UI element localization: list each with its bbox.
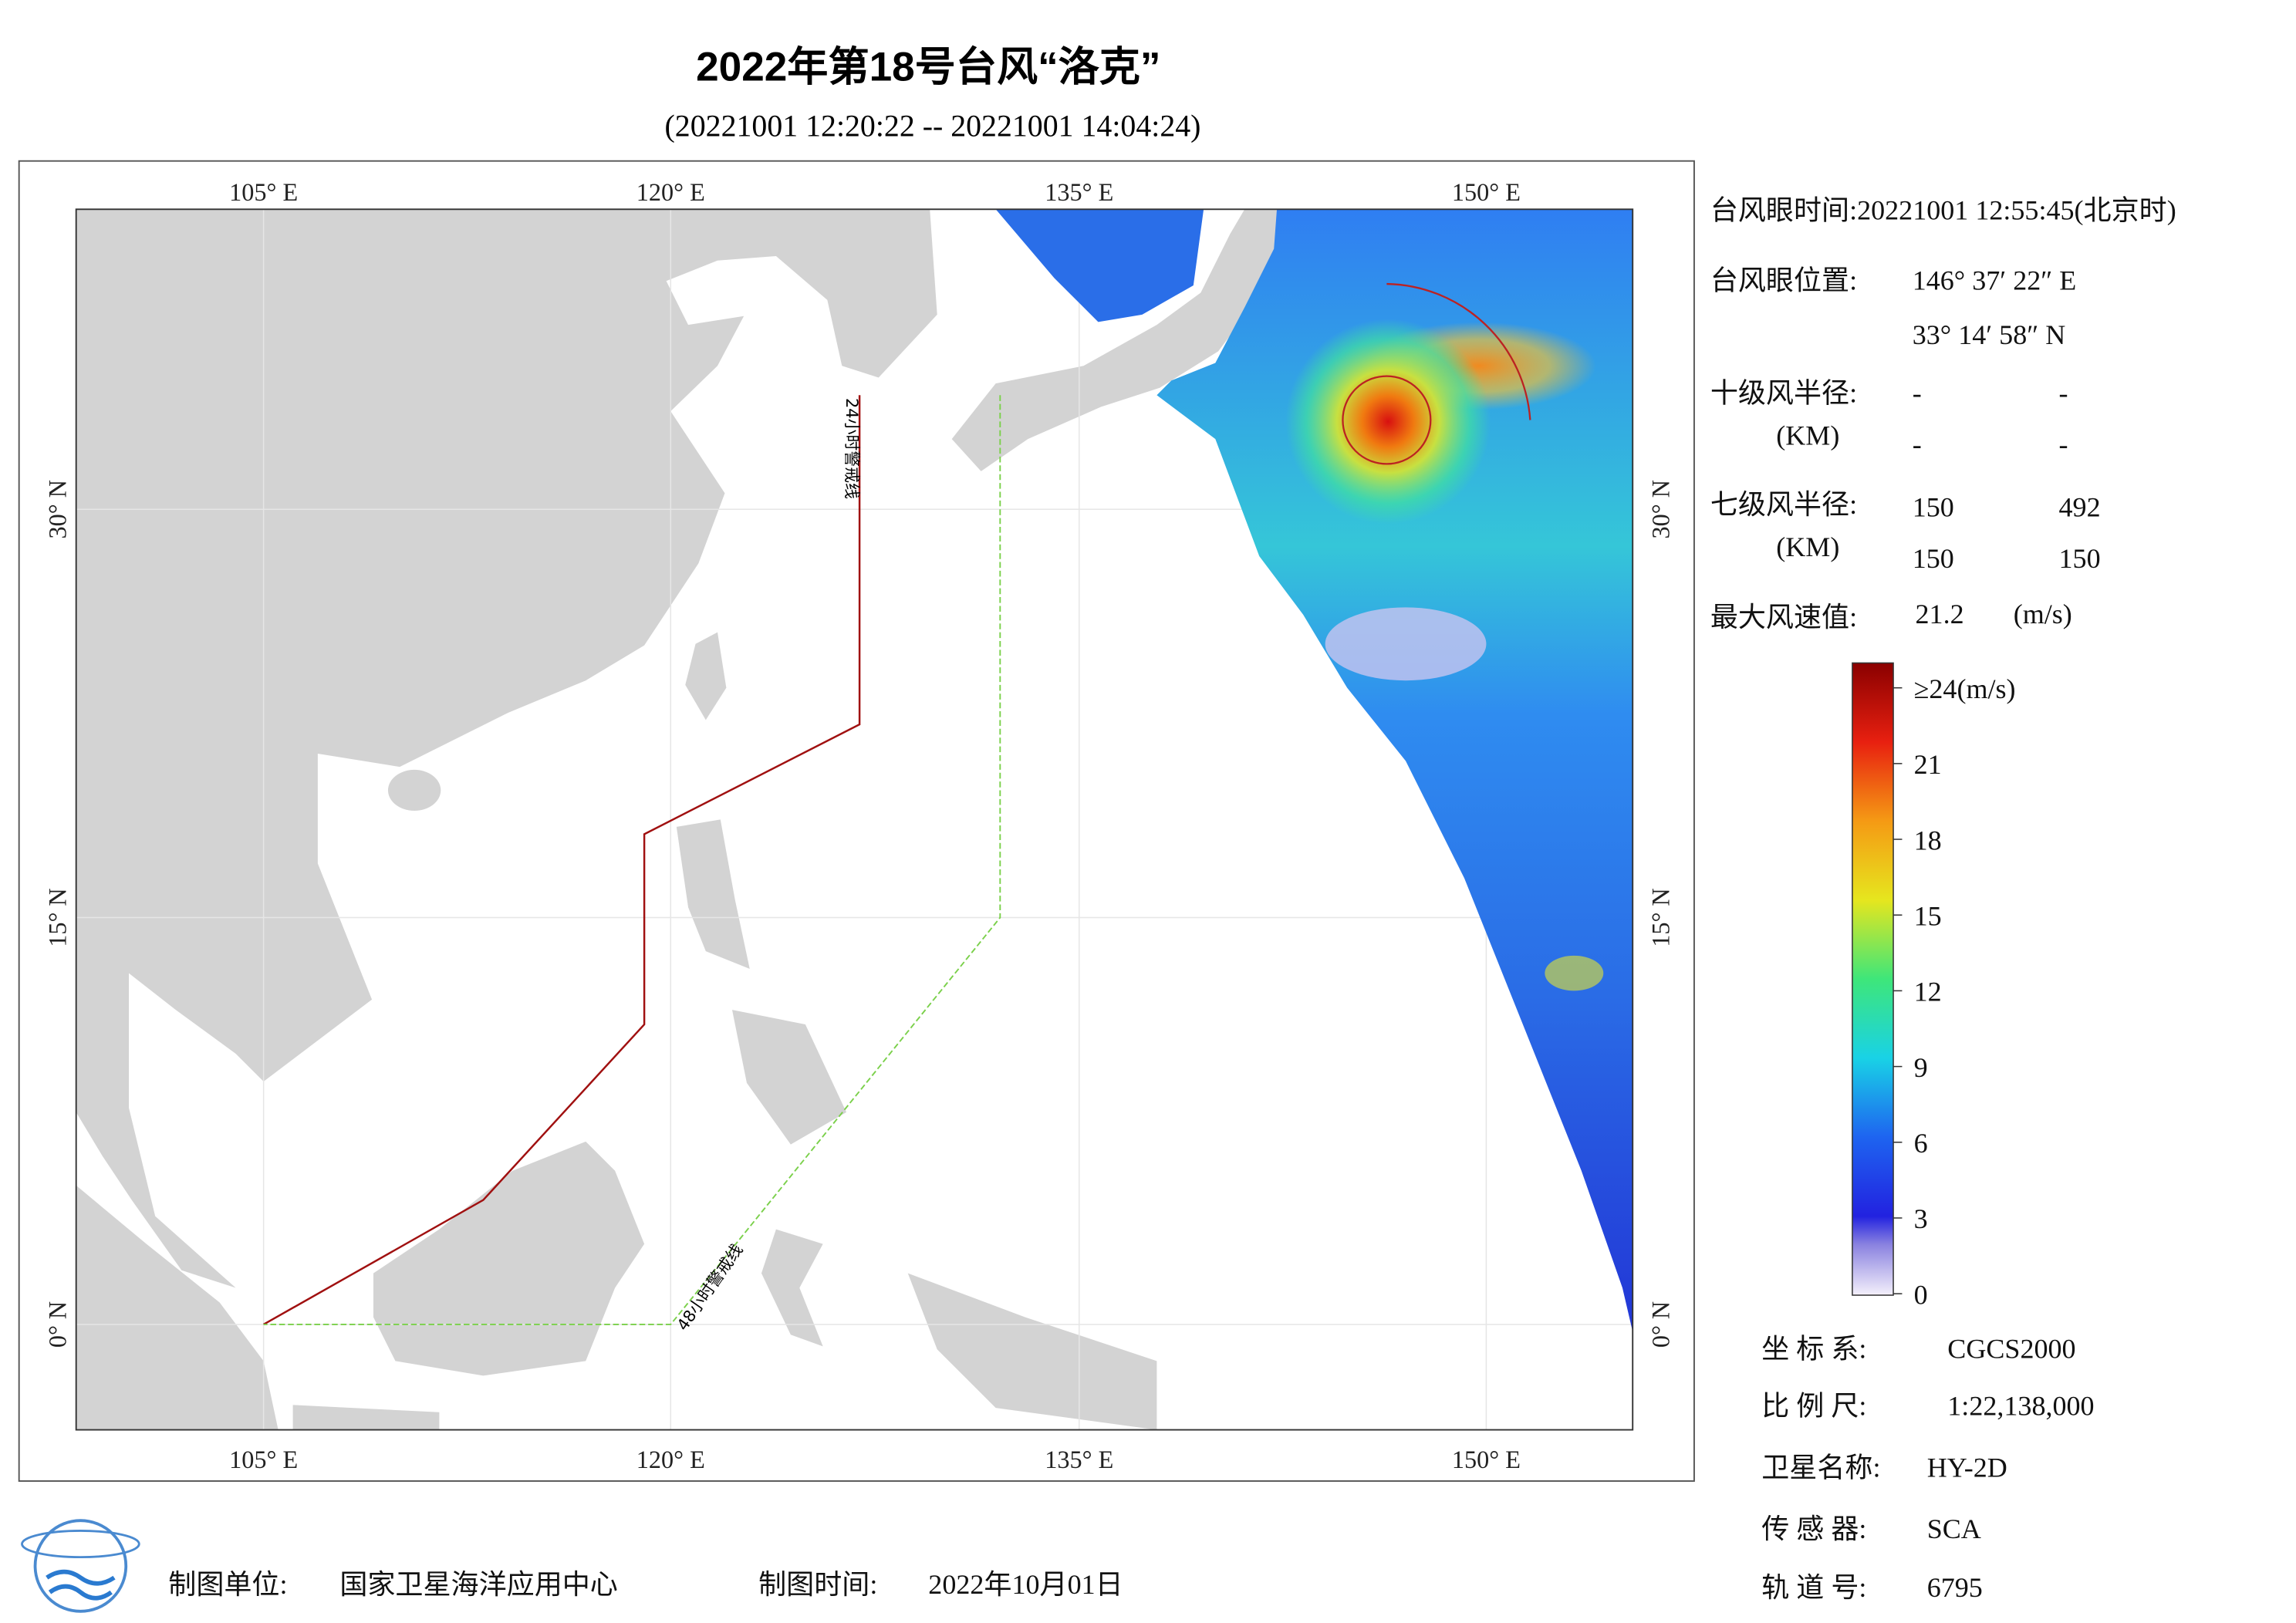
wind-radius — [1386, 282, 1531, 420]
lat-label: 15° N — [1647, 888, 1675, 946]
logo-wave — [48, 1584, 113, 1601]
r7-value: 492 — [2059, 492, 2101, 523]
r10-unit: (KM) — [1776, 420, 1839, 451]
r7-value: 150 — [2059, 543, 2101, 574]
info-panel: 台风眼时间:20221001 12:55:45(北京时) 台风眼位置: 146°… — [1710, 195, 2176, 633]
meta-value: SCA — [1927, 1513, 1981, 1544]
land — [761, 1229, 823, 1347]
lon-label: 105° E — [229, 1446, 298, 1473]
eye-time: 台风眼时间:20221001 12:55:45(北京时) — [1710, 195, 2176, 226]
wind-area — [1325, 607, 1487, 681]
colorbar-label: 12 — [1914, 977, 1942, 1007]
land — [951, 209, 1286, 471]
lat-label: 30° N — [1647, 480, 1675, 538]
colorbar-scale — [1852, 662, 1894, 1296]
colorbar-label: 21 — [1914, 749, 1942, 780]
wind-area — [1285, 319, 1491, 525]
footer-label: 制图单位: — [168, 1569, 287, 1600]
max-wind-unit: (m/s) — [2014, 599, 2072, 629]
r7-label: 七级风半径: — [1710, 489, 1857, 520]
colorbar-label: ≥24(m/s) — [1914, 673, 2016, 704]
land — [676, 819, 750, 969]
land — [685, 632, 727, 720]
colorbar-label: 15 — [1914, 901, 1942, 932]
title: 2022年第18号台风“洛克” — [696, 44, 1160, 89]
colorbar-label: 18 — [1914, 825, 1942, 855]
wind-swath — [1156, 209, 1633, 1332]
lat-label: 0° N — [43, 1301, 71, 1348]
r7-value: 150 — [1913, 543, 1954, 574]
lat-label: 30° N — [43, 480, 71, 538]
footer-value: 国家卫星海洋应用中心 — [339, 1569, 618, 1600]
warning-line-24h — [263, 395, 861, 1326]
meta-label: 轨 道 号: — [1761, 1572, 1866, 1603]
lon-label: 150° E — [1452, 1446, 1521, 1473]
map-border — [75, 208, 1634, 1431]
map: 24小时警戒线 48小时警戒线 — [76, 209, 1633, 1430]
meta-label: 比 例 尺: — [1761, 1391, 1866, 1422]
lat-label: 15° N — [43, 888, 71, 946]
r10-value: - — [1913, 378, 1922, 409]
lon-label: 120° E — [636, 1446, 705, 1473]
colorbar-label: 6 — [1914, 1128, 1928, 1159]
subtitle: (20221001 12:20:22 -- 20221001 14:04:24) — [665, 108, 1201, 143]
lon-label: 105° E — [229, 178, 298, 206]
warning-line-48h — [263, 395, 1001, 1325]
map-frame — [18, 160, 1695, 1482]
colorbar-label: 3 — [1914, 1203, 1928, 1234]
land — [76, 209, 937, 1288]
land — [387, 769, 441, 812]
meta-value: HY-2D — [1927, 1452, 2007, 1483]
footer-value: 2022年10月01日 — [928, 1569, 1123, 1600]
meta-label: 传 感 器: — [1761, 1513, 1866, 1544]
max-wind-value: 21.2 — [1916, 599, 1964, 629]
wind-area — [1545, 955, 1604, 991]
line-label: 24小时警戒线 — [842, 398, 861, 499]
r10-value: - — [1913, 429, 1922, 460]
meta-value: 1:22,138,000 — [1947, 1391, 2094, 1422]
eye-position-label: 台风眼位置: — [1710, 265, 1857, 296]
lon-label: 150° E — [1452, 178, 1521, 206]
lon-label: 120° E — [636, 178, 705, 206]
meta-panel: 坐 标 系: CGCS2000 比 例 尺: 1:22,138,000 卫星名称… — [1761, 1334, 2094, 1603]
meta-value: 6795 — [1927, 1572, 1983, 1603]
lon-label: 135° E — [1045, 1446, 1113, 1473]
land — [373, 1141, 645, 1376]
wind-field — [995, 209, 1633, 1332]
land — [292, 1405, 440, 1430]
r10-label: 十级风半径: — [1710, 378, 1857, 409]
meta-label: 坐 标 系: — [1761, 1334, 1866, 1365]
logo-wave — [46, 1569, 116, 1586]
logo-orbit — [21, 1530, 140, 1559]
lon-label: 135° E — [1045, 178, 1113, 206]
land — [907, 1273, 1157, 1430]
land — [731, 1010, 847, 1145]
r7-unit: (KM) — [1776, 531, 1839, 562]
colorbar-label: 9 — [1914, 1052, 1928, 1083]
wind-radius — [1342, 375, 1432, 465]
footer-label: 制图时间: — [758, 1569, 877, 1600]
r10-value: - — [2059, 429, 2068, 460]
r10-value: - — [2059, 378, 2068, 409]
wind-swath — [995, 209, 1204, 322]
meta-label: 卫星名称: — [1761, 1452, 1880, 1483]
land — [76, 1185, 279, 1430]
colorbar: ≥24(m/s) 21 18 15 12 9 6 3 0 — [1852, 662, 2016, 1310]
lat-label: 0° N — [1647, 1301, 1675, 1348]
max-wind-label: 最大风速值: — [1710, 602, 1857, 633]
meta-value: CGCS2000 — [1947, 1334, 2075, 1365]
eye-lon: 146° 37′ 22″ E — [1913, 265, 2077, 296]
eye-lat: 33° 14′ 58″ N — [1913, 319, 2066, 350]
logo — [21, 1519, 140, 1613]
colorbar-label: 0 — [1914, 1279, 1928, 1310]
logo-ring — [33, 1519, 128, 1613]
r7-value: 150 — [1913, 492, 1954, 523]
